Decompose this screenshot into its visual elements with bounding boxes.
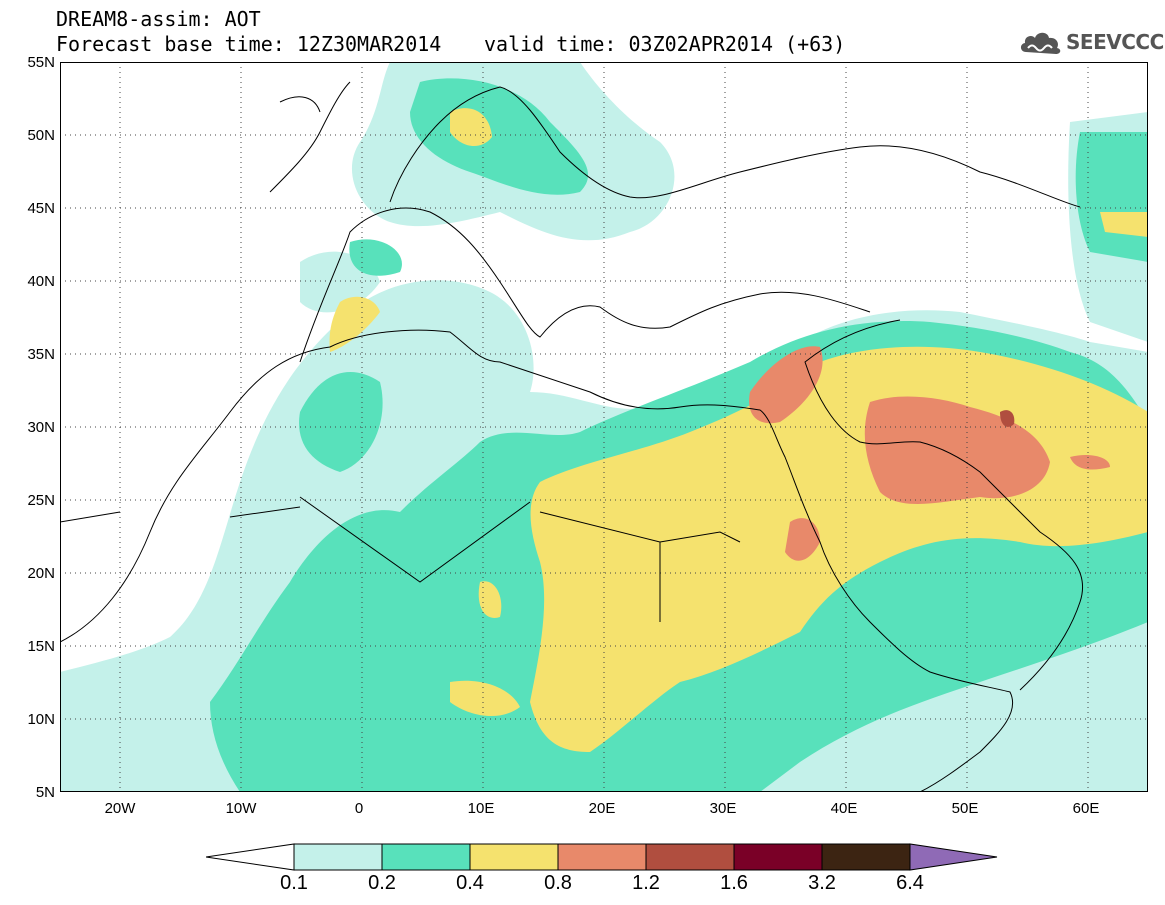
lat-label: 50N: [27, 127, 55, 144]
lon-label: 20E: [588, 800, 616, 817]
colorbar: [206, 843, 998, 871]
lat-label: 5N: [35, 784, 55, 801]
colorbar-swatch: [821, 843, 911, 871]
colorbar-label: 0.1: [280, 872, 308, 894]
colorbar-label: 6.4: [896, 872, 924, 894]
lat-label: 30N: [27, 419, 55, 436]
lat-label: 15N: [27, 638, 55, 655]
colorbar-label: 0.4: [456, 872, 484, 894]
colorbar-label: 3.2: [808, 872, 836, 894]
lon-label: 0: [354, 800, 364, 817]
colorbar-label: 0.2: [368, 872, 396, 894]
lat-label: 55N: [27, 54, 55, 71]
aot-level-1.2: [1000, 410, 1015, 427]
lon-label: 20W: [104, 800, 136, 817]
map-frame: [60, 62, 1148, 792]
colorbar-swatch: [733, 843, 823, 871]
lon-label: 10E: [467, 800, 495, 817]
cloud-icon: [1020, 32, 1061, 54]
lat-label: 45N: [27, 200, 55, 217]
lat-label: 40N: [27, 273, 55, 290]
colorbar-swatch-above: [909, 843, 998, 871]
graticule: [60, 62, 1148, 792]
colorbar-swatch-below: [206, 843, 295, 871]
colorbar-label: 1.2: [632, 872, 660, 894]
colorbar-swatch: [381, 843, 471, 871]
lon-label: 50E: [951, 800, 979, 817]
forecast-base-time: Forecast base time: 12Z30MAR2014: [56, 32, 442, 56]
seevccc-logo: SEEVCCC: [1018, 26, 1164, 56]
coastlines: [60, 81, 1084, 792]
lat-label: 35N: [27, 346, 55, 363]
lat-label: 10N: [27, 711, 55, 728]
colorbar-swatch: [557, 843, 647, 871]
map-title: DREAM8-assim: AOT: [56, 7, 261, 31]
colorbar-label: 1.6: [720, 872, 748, 894]
colorbar-swatch: [293, 843, 383, 871]
colorbar-label: 0.8: [544, 872, 572, 894]
aot-map: [60, 62, 1148, 792]
lon-label: 30E: [709, 800, 737, 817]
colorbar-swatch: [645, 843, 735, 871]
lon-label: 40E: [830, 800, 858, 817]
valid-time: valid time: 03Z02APR2014 (+63): [484, 32, 846, 56]
lat-label: 20N: [27, 565, 55, 582]
lon-label: 10W: [225, 800, 257, 817]
lat-label: 25N: [27, 492, 55, 509]
lon-label: 60E: [1072, 800, 1100, 817]
logo-text: SEEVCCC: [1066, 30, 1164, 54]
colorbar-swatch: [469, 843, 559, 871]
